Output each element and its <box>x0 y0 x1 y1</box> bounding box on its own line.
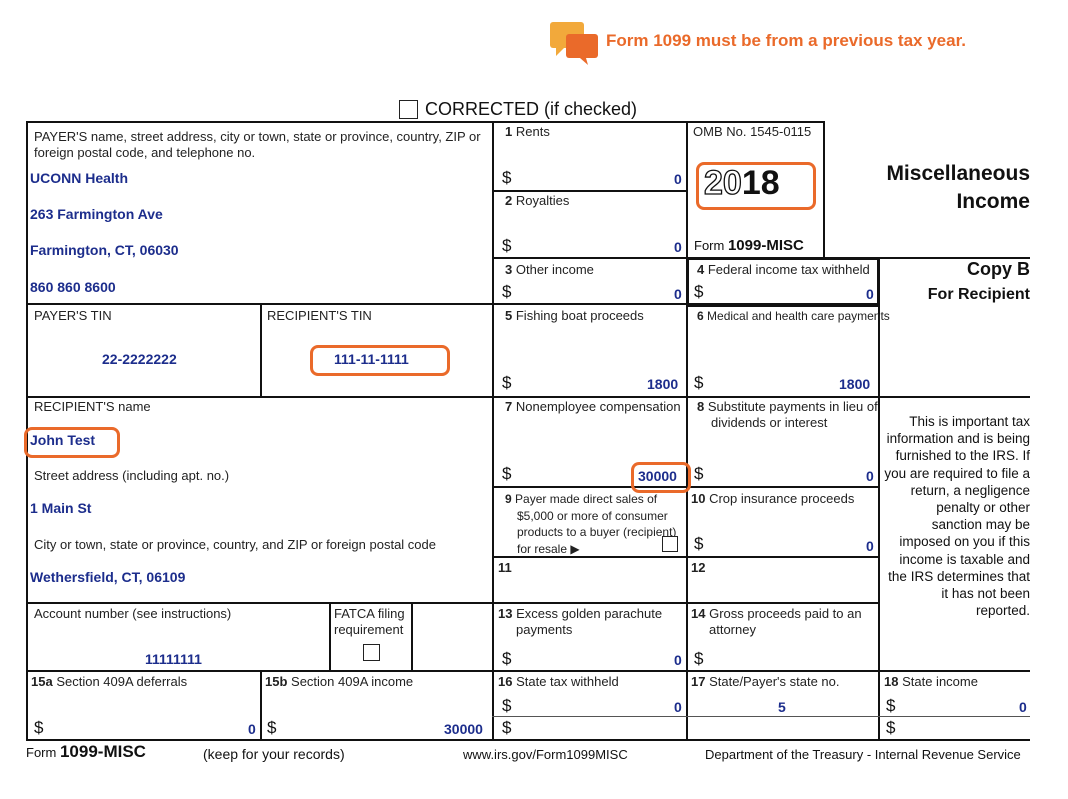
box3-value: 0 <box>674 286 682 302</box>
box3-dollar: $ <box>502 282 512 301</box>
speech-bubbles-icon <box>550 22 598 65</box>
box9-checkbox[interactable] <box>662 536 678 552</box>
payer-city: Farmington, CT, 06030 <box>30 242 179 258</box>
footer-department: Department of the Treasury - Internal Re… <box>705 747 1021 762</box>
box16-label: 16 State tax withheld <box>498 674 619 689</box>
payer-name: UCONN Health <box>30 170 129 186</box>
box4-frame <box>686 257 880 307</box>
box8-label: 8 Substitute payments in lieu of dividen… <box>697 399 878 430</box>
box1-label: 1 Rents <box>505 124 550 139</box>
box10-value: 0 <box>866 538 874 554</box>
recipient-street-label: Street address (including apt. no.) <box>34 468 230 483</box>
box4-value: 0 <box>866 286 874 302</box>
recipient-tin-highlight <box>310 345 450 376</box>
form-title: Miscellaneous Income <box>886 162 1030 213</box>
box5-value: 1800 <box>647 376 679 392</box>
notice-text: Form 1099 must be from a previous tax ye… <box>606 31 966 50</box>
payer-tin-label: PAYER'S TIN <box>34 308 112 323</box>
box7-dollar: $ <box>502 464 512 483</box>
box2-dollar: $ <box>502 236 512 255</box>
box15a-label: 15a Section 409A deferrals <box>31 674 188 689</box>
year-highlight <box>696 162 816 210</box>
box18-value: 0 <box>1019 699 1027 715</box>
box1-value: 0 <box>674 171 682 187</box>
box13-label: 13 Excess golden parachute payments <box>498 606 663 637</box>
box13-value: 0 <box>674 652 682 668</box>
tax-year: 2018 <box>703 163 780 202</box>
box4-dollar: $ <box>694 282 704 301</box>
corrected-label: CORRECTED (if checked) <box>425 99 638 119</box>
box2-label: 2 Royalties <box>505 193 570 208</box>
box6-dollar: $ <box>694 373 704 392</box>
side-note: This is important tax information and is… <box>884 414 1030 619</box>
box15b-dollar: $ <box>267 718 277 737</box>
recipient-name-label: RECIPIENT'S name <box>34 399 151 414</box>
box16-value: 0 <box>674 699 682 715</box>
box11-label: 11 <box>498 560 512 575</box>
corrected-checkbox[interactable] <box>399 100 418 119</box>
box13-dollar: $ <box>502 649 512 668</box>
copy-subtitle: For Recipient <box>927 286 1030 303</box>
omb-number: OMB No. 1545-0115 <box>693 124 812 139</box>
account-value: 11111111 <box>145 651 202 667</box>
box16-dollar-1: $ <box>502 696 512 715</box>
copy-title: Copy B <box>967 259 1030 279</box>
payer-phone: 860 860 8600 <box>30 279 116 295</box>
recipient-tin-label: RECIPIENT'S TIN <box>267 308 372 323</box>
box9-label: 9 Payer made direct sales of $5,000 or m… <box>505 492 677 556</box>
notice-banner: Form 1099 must be from a previous tax ye… <box>548 20 988 66</box>
box15b-label: 15b Section 409A income <box>265 674 414 689</box>
footer-keep: (keep for your records) <box>203 746 345 762</box>
box15a-dollar: $ <box>34 718 44 737</box>
payer-tin-value: 22-2222222 <box>102 351 177 367</box>
box15a-value: 0 <box>248 721 256 737</box>
recipient-tin-value: 111-11-1111 <box>334 351 409 367</box>
box7-value: 30000 <box>638 468 677 484</box>
recipient-street: 1 Main St <box>30 500 92 516</box>
box7-highlight <box>631 462 691 493</box>
box18-dollar-1: $ <box>886 696 896 715</box>
footer-url[interactable]: www.irs.gov/Form1099MISC <box>463 747 628 762</box>
recipient-name: John Test <box>30 432 96 448</box>
payer-label: PAYER'S name, street address, city or to… <box>34 129 481 160</box>
fatca-checkbox[interactable] <box>363 644 380 661</box>
box14-dollar: $ <box>694 649 704 668</box>
box12-label: 12 <box>691 560 706 575</box>
recipient-city: Wethersfield, CT, 06109 <box>30 569 186 585</box>
box18-label: 18 State income <box>884 674 978 689</box>
form-name-top: Form 1099-MISC <box>694 237 804 254</box>
box7-label: 7 Nonemployee compensation <box>505 399 681 414</box>
box5-dollar: $ <box>502 373 512 392</box>
box2-value: 0 <box>674 239 682 255</box>
box4-label: 4 Federal income tax withheld <box>697 262 870 277</box>
box8-dollar: $ <box>694 464 704 483</box>
box3-label: 3 Other income <box>505 262 594 277</box>
box10-dollar: $ <box>694 534 704 553</box>
box14-label: 14 Gross proceeds paid to an attorney <box>691 606 862 637</box>
recipient-name-highlight <box>24 427 120 458</box>
fatca-label: FATCA filing requirement <box>334 606 405 637</box>
payer-street: 263 Farmington Ave <box>30 206 163 222</box>
box1-dollar: $ <box>502 168 512 187</box>
footer-form-name: Form 1099-MISC <box>26 742 146 761</box>
box15b-value: 30000 <box>444 721 483 737</box>
box17-label: 17 State/Payer's state no. <box>691 674 840 689</box>
box8-value: 0 <box>866 468 874 484</box>
box10-label: 10 Crop insurance proceeds <box>691 491 855 506</box>
account-label: Account number (see instructions) <box>34 606 232 621</box>
recipient-city-label: City or town, state or province, country… <box>34 537 436 552</box>
box6-value: 1800 <box>839 376 871 392</box>
box5-label: 5 Fishing boat proceeds <box>505 308 644 323</box>
box6-label: 6 Medical and health care payments <box>697 309 890 323</box>
box16-dollar-2: $ <box>502 718 512 737</box>
box18-dollar-2: $ <box>886 718 896 737</box>
box17-value: 5 <box>778 699 786 715</box>
